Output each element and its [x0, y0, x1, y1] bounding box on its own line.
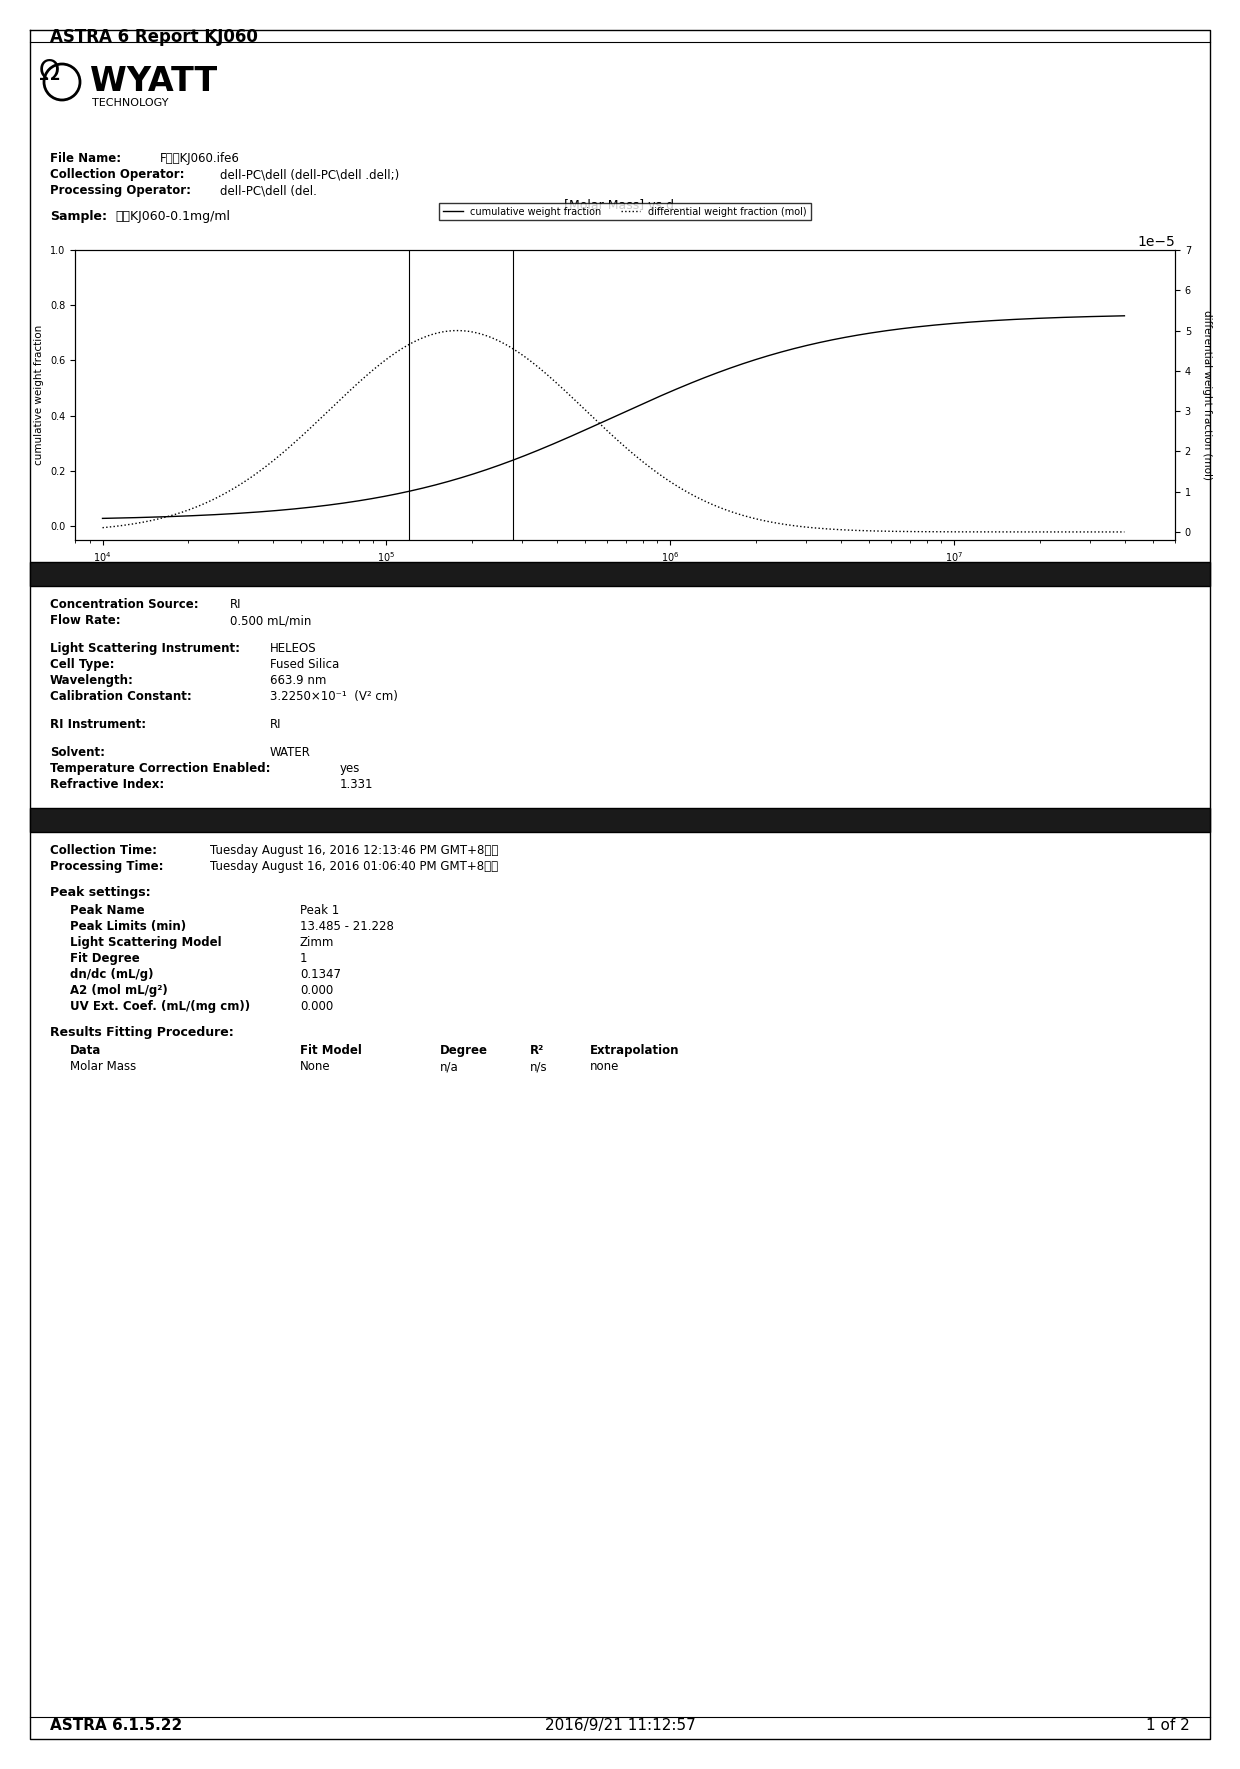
Text: WYATT: WYATT — [91, 65, 217, 97]
Text: Peak Name: Peak Name — [69, 904, 145, 916]
Text: HELEOS: HELEOS — [270, 642, 316, 655]
cumulative weight fraction — [1117, 306, 1132, 327]
Text: 0.500 mL/min: 0.500 mL/min — [229, 614, 311, 626]
Legend: cumulative weight fraction, differential weight fraction (mol): cumulative weight fraction, differential… — [439, 203, 811, 221]
cumulative weight fraction — [428, 474, 443, 495]
Text: 实验KJ060-0.1mg/ml: 实验KJ060-0.1mg/ml — [115, 211, 229, 223]
Text: Molar Mass: Molar Mass — [69, 1060, 136, 1074]
Text: Calibration Constant:: Calibration Constant: — [50, 690, 192, 702]
Text: WATER: WATER — [270, 747, 311, 759]
Text: Light Scattering Instrument:: Light Scattering Instrument: — [50, 642, 241, 655]
Text: Peak Limits (min): Peak Limits (min) — [69, 920, 186, 932]
Text: none: none — [590, 1060, 619, 1074]
Text: Collection Time:: Collection Time: — [50, 844, 157, 856]
differential weight fraction (mol) — [841, 520, 856, 541]
Text: 663.9 nm: 663.9 nm — [270, 674, 326, 686]
Text: Processing: Processing — [40, 810, 117, 823]
differential weight fraction (mol) — [836, 520, 851, 541]
Text: 13.485 - 21.228: 13.485 - 21.228 — [300, 920, 394, 932]
Text: Tuesday August 16, 2016 12:13:46 PM GMT+8时区: Tuesday August 16, 2016 12:13:46 PM GMT+… — [210, 844, 498, 856]
Text: Temperature Correction Enabled:: Temperature Correction Enabled: — [50, 762, 270, 775]
Text: yes: yes — [340, 762, 361, 775]
Text: File Name:: File Name: — [50, 152, 122, 165]
Text: TECHNOLOGY: TECHNOLOGY — [92, 97, 169, 108]
X-axis label: Molar Mass (g/mol): Molar Mass (g/mol) — [565, 570, 684, 582]
Text: ASTRA 6 Report KJ060: ASTRA 6 Report KJ060 — [50, 28, 258, 46]
Text: 0.1347: 0.1347 — [300, 968, 341, 982]
Text: Fit Degree: Fit Degree — [69, 952, 140, 966]
Text: R²: R² — [529, 1044, 544, 1058]
differential weight fraction (mol) — [740, 506, 755, 527]
Text: 0.000: 0.000 — [300, 999, 334, 1014]
Text: Peak 1: Peak 1 — [300, 904, 340, 916]
Text: Light Scattering Model: Light Scattering Model — [69, 936, 222, 948]
Text: 2016/9/21 11:12:57: 2016/9/21 11:12:57 — [544, 1718, 696, 1734]
Text: Processing Time:: Processing Time: — [50, 860, 164, 872]
differential weight fraction (mol) — [428, 324, 443, 345]
Text: 1.331: 1.331 — [340, 778, 373, 791]
cumulative weight fraction — [95, 508, 110, 529]
Text: Peak settings:: Peak settings: — [50, 886, 150, 899]
Text: Processing Operator:: Processing Operator: — [50, 184, 191, 196]
Text: Refractive Index:: Refractive Index: — [50, 778, 164, 791]
cumulative weight fraction — [218, 504, 233, 525]
Text: n/s: n/s — [529, 1060, 548, 1074]
Text: Cell Type:: Cell Type: — [50, 658, 114, 670]
Text: Results Fitting Procedure:: Results Fitting Procedure: — [50, 1026, 234, 1038]
Text: RI: RI — [229, 598, 242, 610]
differential weight fraction (mol) — [502, 336, 517, 357]
Text: 3.2250×10⁻¹  (V² cm): 3.2250×10⁻¹ (V² cm) — [270, 690, 398, 702]
Text: Extrapolation: Extrapolation — [590, 1044, 680, 1058]
Text: UV Ext. Coef. (mL/(mg cm)): UV Ext. Coef. (mL/(mg cm)) — [69, 999, 250, 1014]
Text: RI: RI — [270, 718, 281, 731]
Text: ASTRA 6.1.5.22: ASTRA 6.1.5.22 — [50, 1718, 182, 1734]
Text: Sample:: Sample: — [50, 211, 107, 223]
Text: Concentration Source:: Concentration Source: — [50, 598, 198, 610]
Y-axis label: cumulative weight fraction: cumulative weight fraction — [35, 325, 45, 465]
Text: Data: Data — [69, 1044, 102, 1058]
Text: dell-PC\dell (del.: dell-PC\dell (del. — [219, 184, 317, 196]
Text: Flow Rate:: Flow Rate: — [50, 614, 120, 626]
Text: n/a: n/a — [440, 1060, 459, 1074]
Text: 1 of 2: 1 of 2 — [1146, 1718, 1190, 1734]
Title: [Molar Mass] vs d...: [Molar Mass] vs d... — [564, 198, 686, 211]
Text: Solvent:: Solvent: — [50, 747, 105, 759]
differential weight fraction (mol) — [451, 320, 466, 341]
Text: Collection Operator:: Collection Operator: — [50, 168, 185, 180]
Text: Fit Model: Fit Model — [300, 1044, 362, 1058]
Text: Fused Silica: Fused Silica — [270, 658, 340, 670]
Text: dell-PC\dell (dell-PC\dell .dell;): dell-PC\dell (dell-PC\dell .dell;) — [219, 168, 399, 180]
Text: Zimm: Zimm — [300, 936, 335, 948]
Text: Degree: Degree — [440, 1044, 489, 1058]
Text: Ω: Ω — [40, 58, 61, 87]
cumulative weight fraction — [833, 327, 848, 348]
Text: F实验KJ060.ife6: F实验KJ060.ife6 — [160, 152, 239, 165]
Text: None: None — [300, 1060, 331, 1074]
Line: cumulative weight fraction: cumulative weight fraction — [103, 317, 1125, 518]
differential weight fraction (mol) — [95, 517, 110, 538]
Text: Wavelength:: Wavelength: — [50, 674, 134, 686]
Text: Tuesday August 16, 2016 01:06:40 PM GMT+8时区: Tuesday August 16, 2016 01:06:40 PM GMT+… — [210, 860, 498, 872]
Text: A2 (mol mL/g²): A2 (mol mL/g²) — [69, 984, 167, 998]
Text: Configuration: Configuration — [40, 564, 136, 577]
differential weight fraction (mol) — [1117, 522, 1132, 543]
Text: dn/dc (mL/g): dn/dc (mL/g) — [69, 968, 154, 982]
cumulative weight fraction — [838, 327, 853, 348]
Line: differential weight fraction (mol): differential weight fraction (mol) — [103, 331, 1125, 532]
differential weight fraction (mol) — [218, 483, 233, 504]
Y-axis label: differential weight fraction (mol): differential weight fraction (mol) — [1202, 310, 1211, 479]
Text: RI Instrument:: RI Instrument: — [50, 718, 146, 731]
Text: 0.000: 0.000 — [300, 984, 334, 998]
cumulative weight fraction — [738, 352, 753, 373]
cumulative weight fraction — [500, 451, 515, 472]
Text: 1: 1 — [300, 952, 308, 966]
